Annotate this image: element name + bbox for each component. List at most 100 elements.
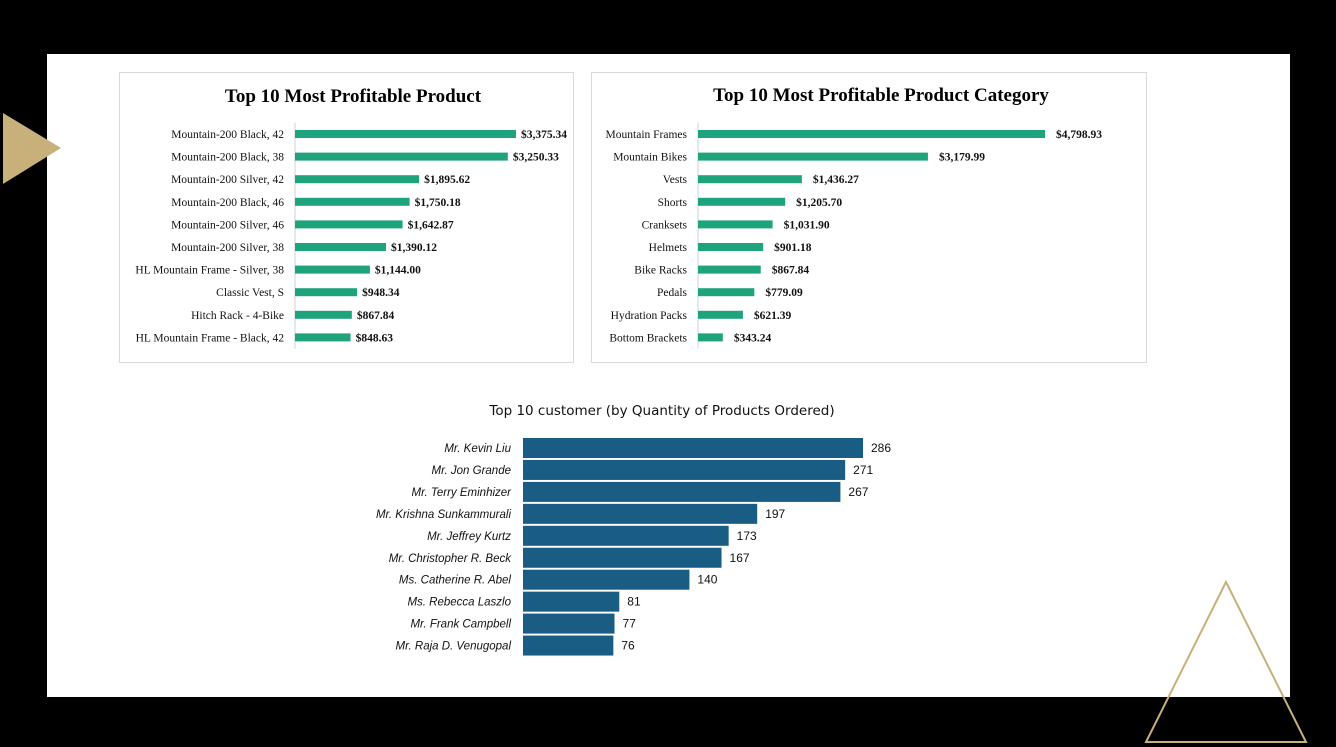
data-label: 76 xyxy=(621,639,635,653)
top-products-chart: Top 10 Most Profitable Product Mountain-2… xyxy=(135,86,567,349)
bar xyxy=(295,265,370,274)
bar xyxy=(698,197,786,206)
category-label: Mr. Kevin Liu xyxy=(444,443,511,455)
data-label: $4,798.93 xyxy=(1056,128,1102,141)
category-label: Mr. Frank Campbell xyxy=(410,619,511,631)
category-label: Mountain-200 Silver, 46 xyxy=(171,219,284,231)
category-label: Mountain-200 Black, 46 xyxy=(171,197,284,209)
data-label: $1,031.90 xyxy=(784,218,830,231)
data-label: 167 xyxy=(730,551,750,565)
data-label: $1,895.62 xyxy=(424,173,470,186)
chart-title: Top 10 customer (by Quantity of Products… xyxy=(488,403,834,419)
data-label: 267 xyxy=(848,485,868,499)
bar xyxy=(295,197,410,206)
bar xyxy=(698,152,928,161)
category-label: Vests xyxy=(663,174,688,186)
bar xyxy=(698,130,1045,138)
category-label: Mr. Jeffrey Kurtz xyxy=(427,531,511,543)
category-label: Bottom Brackets xyxy=(609,332,687,344)
data-label: $1,750.18 xyxy=(415,196,461,209)
bar xyxy=(523,613,615,634)
category-label: Classic Vest, S xyxy=(216,287,284,299)
data-label: $1,144.00 xyxy=(375,264,421,277)
category-label: Mr. Krishna Sunkammurali xyxy=(376,509,512,521)
bar xyxy=(295,333,351,342)
bar xyxy=(698,333,723,342)
bar xyxy=(295,310,352,319)
bar xyxy=(698,220,773,229)
data-label: 271 xyxy=(853,463,873,477)
bar xyxy=(523,481,841,502)
bar xyxy=(523,591,620,612)
data-label: $779.09 xyxy=(765,286,803,299)
bar xyxy=(523,635,614,656)
data-label: $343.24 xyxy=(734,331,772,344)
data-label: 140 xyxy=(697,573,717,587)
data-label: 77 xyxy=(623,617,637,631)
category-label: Mr. Raja D. Venugopal xyxy=(396,641,512,653)
category-label: Mr. Christopher R. Beck xyxy=(389,553,513,565)
bar xyxy=(698,310,743,319)
gold-outline-triangle-icon xyxy=(1144,579,1308,743)
bar xyxy=(295,175,420,184)
category-label: Mountain Frames xyxy=(606,129,688,141)
category-label: Hydration Packs xyxy=(611,310,688,322)
category-label: Hitch Rack - 4-Bike xyxy=(191,310,284,322)
data-label: $3,179.99 xyxy=(939,151,985,164)
data-label: $1,642.87 xyxy=(408,218,454,231)
data-label: $1,390.12 xyxy=(391,241,437,254)
category-label: HL Mountain Frame - Black, 42 xyxy=(136,332,285,344)
data-label: 197 xyxy=(765,507,785,521)
category-label: Mountain-200 Silver, 42 xyxy=(171,174,284,186)
data-label: $3,250.33 xyxy=(513,151,559,164)
category-label: Shorts xyxy=(658,197,688,209)
data-label: 286 xyxy=(871,441,891,455)
category-label: Helmets xyxy=(649,242,688,254)
bar xyxy=(295,243,387,251)
category-label: Pedals xyxy=(657,287,688,299)
category-label: Mr. Terry Eminhizer xyxy=(412,487,513,499)
bar xyxy=(698,288,755,297)
data-label: $1,436.27 xyxy=(813,173,859,186)
data-label: 173 xyxy=(737,529,757,543)
category-label: Cranksets xyxy=(642,219,688,231)
top-categories-chart-panel: Top 10 Most Profitable Product Category M… xyxy=(591,72,1147,363)
bar xyxy=(295,152,508,161)
category-label: Mountain-200 Silver, 38 xyxy=(171,242,284,254)
category-label: Ms. Rebecca Laszlo xyxy=(407,597,511,609)
data-label: $867.84 xyxy=(357,309,395,322)
category-label: Mountain-200 Black, 42 xyxy=(171,129,284,141)
data-label: $948.34 xyxy=(362,286,400,299)
top-products-chart-panel: Top 10 Most Profitable Product Mountain-2… xyxy=(119,72,574,363)
gold-play-triangle-icon xyxy=(3,113,61,184)
bar xyxy=(523,459,846,480)
bar xyxy=(698,175,802,184)
bar xyxy=(523,503,758,524)
bar xyxy=(295,130,516,138)
data-label: $867.84 xyxy=(772,264,810,277)
bar xyxy=(523,547,722,568)
category-label: Mr. Jon Grande xyxy=(432,465,511,477)
data-label: $901.18 xyxy=(774,241,812,254)
data-label: $3,375.34 xyxy=(521,128,567,141)
bar xyxy=(523,438,863,458)
bar xyxy=(698,265,761,274)
category-label: HL Mountain Frame - Silver, 38 xyxy=(135,265,284,277)
bar xyxy=(295,220,403,229)
data-label: $848.63 xyxy=(356,331,394,344)
chart-title: Top 10 Most Profitable Product xyxy=(225,86,482,107)
data-label: 81 xyxy=(627,595,641,609)
bar xyxy=(295,288,358,297)
bar xyxy=(523,569,690,590)
top-customers-chart: Top 10 customer (by Quantity of Products… xyxy=(376,403,891,656)
chart-title: Top 10 Most Profitable Product Category xyxy=(713,85,1049,106)
bar xyxy=(523,525,729,546)
category-label: Bike Racks xyxy=(634,265,687,277)
category-label: Ms. Catherine R. Abel xyxy=(399,575,512,587)
data-label: $1,205.70 xyxy=(796,196,842,209)
top-categories-chart: Top 10 Most Profitable Product Category M… xyxy=(606,85,1102,349)
category-label: Mountain-200 Black, 38 xyxy=(171,152,284,164)
category-label: Mountain Bikes xyxy=(613,152,687,164)
bar xyxy=(698,243,764,251)
data-label: $621.39 xyxy=(754,309,792,322)
